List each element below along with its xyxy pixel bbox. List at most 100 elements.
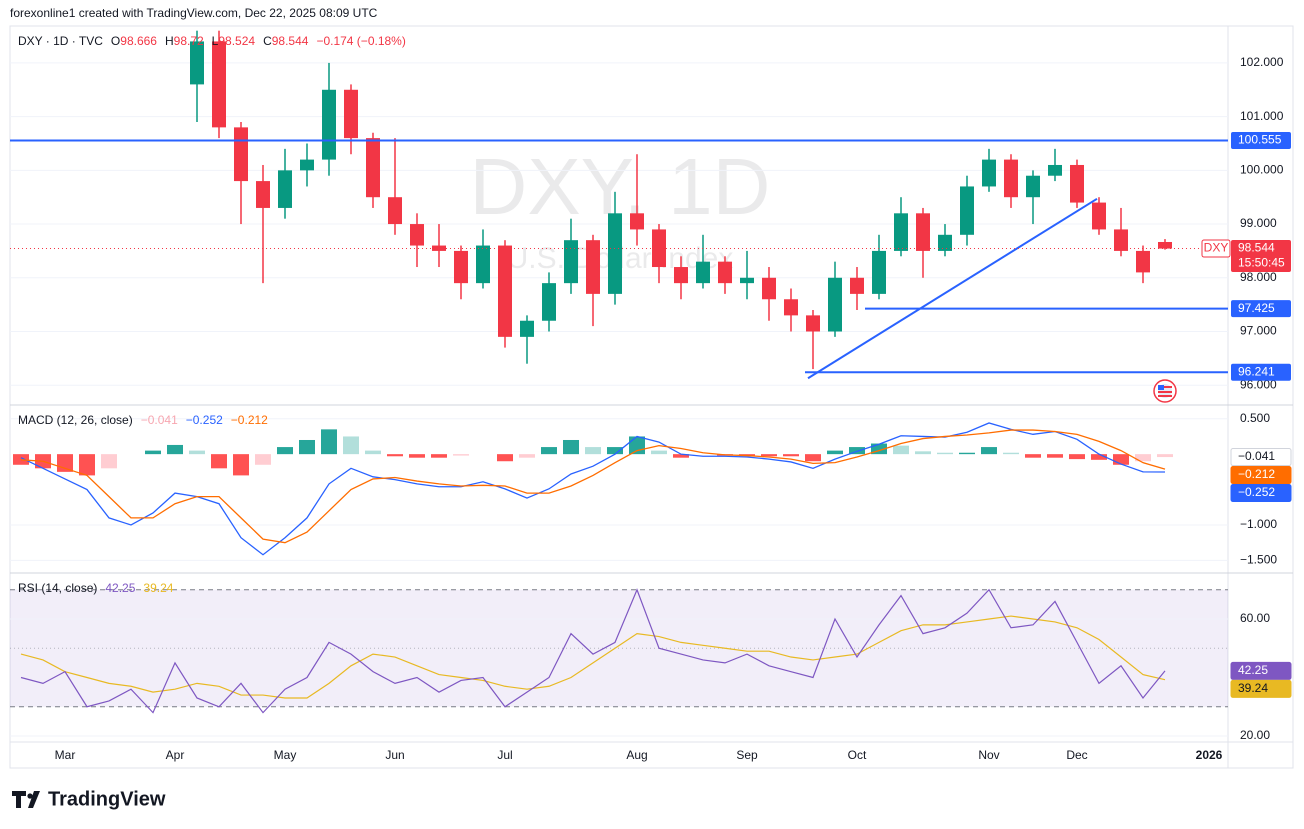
y-tick-label: 98.000 <box>1240 270 1277 284</box>
candle-body <box>1004 159 1018 198</box>
axis-tag <box>1230 679 1292 698</box>
candle-body <box>850 277 864 294</box>
histogram-bar <box>1025 454 1041 458</box>
histogram-bar <box>827 450 843 455</box>
attribution: forexonline1 created with TradingView.co… <box>10 6 378 20</box>
series-line <box>20 429 1166 544</box>
candle-body <box>806 315 820 332</box>
candle-body <box>718 261 732 284</box>
y-tick-label: 60.00 <box>1240 611 1270 625</box>
histogram-bar <box>585 447 601 455</box>
x-tick-label: May <box>274 748 297 762</box>
histogram-bar <box>651 450 667 455</box>
candle-body <box>674 267 688 284</box>
y-tick-label: 101.000 <box>1240 109 1284 123</box>
histogram-bar <box>321 429 337 455</box>
histogram-bar <box>1091 454 1107 460</box>
level-tag-label: 97.425 <box>1238 301 1275 315</box>
candle-body <box>520 320 534 337</box>
histogram-bar <box>981 447 997 455</box>
rsi-legend: RSI (14, close) 42.25 39.24 <box>18 581 174 595</box>
histogram-bar <box>519 454 535 458</box>
histogram-bar <box>937 452 953 455</box>
y-tick-label: −1.500 <box>1240 553 1277 567</box>
candle-body <box>212 41 226 128</box>
axis-tag <box>1230 448 1292 467</box>
price-legend: DXY · 1D · TVC O98.666 H98.72 L98.524 C98.54… <box>18 34 406 48</box>
candle-body <box>872 250 886 294</box>
candle-body <box>190 41 204 85</box>
histogram-bar <box>893 445 909 455</box>
last-price-tag <box>1231 240 1291 273</box>
axis-tag <box>1230 466 1292 485</box>
histogram-bar <box>431 454 447 458</box>
histogram-bar <box>13 454 29 465</box>
histogram-bar <box>871 443 887 455</box>
histogram-bar <box>805 454 821 462</box>
logo-text: TradingView <box>48 788 166 810</box>
plot-layer: 96.000 97.000 98.000 99.000 100.000 101.000 10… <box>10 30 1292 762</box>
histogram-bar <box>233 454 249 476</box>
histogram-bar <box>255 454 271 465</box>
candle-body <box>982 159 996 187</box>
y-tick-label: 102.000 <box>1240 55 1284 69</box>
candle-body <box>1048 164 1062 176</box>
candle-body <box>454 250 468 284</box>
y-tick-label: 20.00 <box>1240 728 1270 742</box>
candle-body <box>234 127 248 182</box>
histogram-bar <box>79 454 95 476</box>
histogram-bar <box>1069 454 1085 460</box>
histogram-bar <box>387 454 403 457</box>
x-tick-label: Aug <box>626 748 647 762</box>
chart-frame <box>9 25 1294 769</box>
candle-body <box>1136 250 1150 273</box>
level-tag-label: 96.241 <box>1238 364 1275 378</box>
histogram-bar <box>1135 454 1151 462</box>
candle-body <box>608 213 622 294</box>
histogram-bar <box>211 454 227 469</box>
candle-body <box>1158 241 1172 249</box>
candle-body <box>894 213 908 251</box>
symbol-tag <box>1201 239 1231 258</box>
histogram-bar <box>541 447 557 455</box>
y-tick-label: 96.000 <box>1240 377 1277 391</box>
histogram-bar <box>959 452 975 455</box>
histogram-bar <box>101 454 117 469</box>
candle-body <box>696 261 710 284</box>
x-tick-label: Mar <box>55 748 76 762</box>
x-tick-label: Dec <box>1066 748 1087 762</box>
axis-tag-label: 42.25 <box>1238 663 1268 677</box>
series-line <box>20 615 1166 699</box>
candle-body <box>828 277 842 332</box>
macd-legend: MACD (12, 26, close) −0.041 −0.252 −0.212 <box>18 413 268 427</box>
candle-body <box>586 240 600 294</box>
trend-line <box>807 197 1098 380</box>
candle-body <box>938 234 952 251</box>
histogram-bar <box>563 439 579 455</box>
y-tick-label: 100.000 <box>1240 163 1284 177</box>
candle-body <box>388 197 402 225</box>
histogram-bar <box>849 447 865 455</box>
histogram-bar <box>145 450 161 455</box>
level-tag <box>1231 132 1291 150</box>
candle-body <box>1092 202 1106 230</box>
candle-body <box>784 299 798 316</box>
flag-icon <box>1153 379 1177 403</box>
candle-body <box>344 89 358 139</box>
tradingview-logo: TradingView <box>12 788 166 810</box>
histogram-bar <box>57 454 73 472</box>
candle-body <box>256 181 270 208</box>
histogram-bar <box>1157 454 1173 458</box>
candle-body <box>630 213 644 230</box>
candle-body <box>476 245 490 284</box>
candle-body <box>410 224 424 246</box>
axis-tag-label: −0.252 <box>1238 485 1275 499</box>
x-tick-label: Nov <box>978 748 999 762</box>
histogram-bar <box>673 454 689 458</box>
candle-body <box>1026 175 1040 198</box>
histogram-bar <box>1113 454 1129 465</box>
countdown-label: 15:50:45 <box>1238 256 1285 270</box>
last-price-label: 98.544 <box>1238 241 1275 255</box>
x-tick-label: 2026 <box>1196 748 1223 762</box>
